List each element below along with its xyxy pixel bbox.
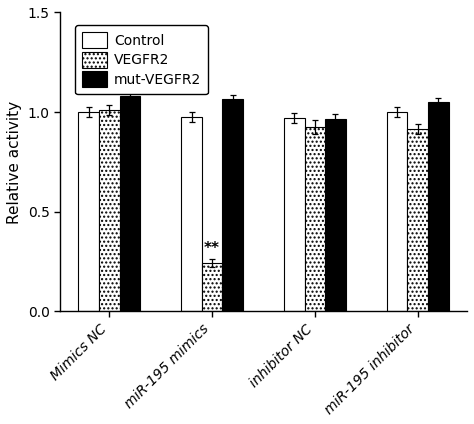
Bar <box>78 112 99 312</box>
Bar <box>408 129 428 312</box>
Bar <box>387 112 408 312</box>
Y-axis label: Relative activity: Relative activity <box>7 100 22 223</box>
Bar <box>305 127 325 312</box>
Bar <box>119 96 140 312</box>
Bar <box>325 119 346 312</box>
Bar <box>284 118 305 312</box>
Bar <box>181 117 202 312</box>
Bar <box>202 262 222 312</box>
Text: **: ** <box>204 241 220 256</box>
Bar <box>428 102 448 312</box>
Bar <box>222 99 243 312</box>
Bar <box>99 110 119 312</box>
Legend: Control, VEGFR2, mut-VEGFR2: Control, VEGFR2, mut-VEGFR2 <box>75 25 208 94</box>
